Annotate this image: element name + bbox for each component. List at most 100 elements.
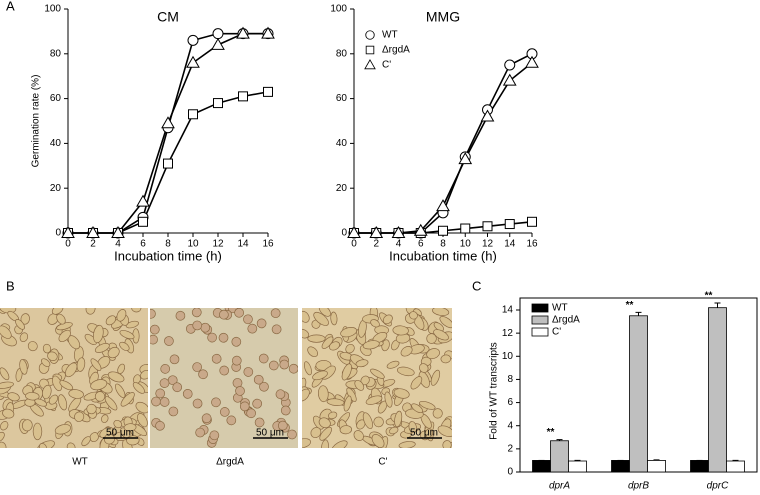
scale-bar-label: 50 μm: [256, 428, 284, 439]
cell: [310, 427, 322, 439]
cell: [101, 414, 109, 424]
cell: [58, 394, 68, 411]
cell: [318, 308, 331, 317]
cell: [268, 360, 279, 371]
cell: [330, 311, 338, 326]
y-tick-label: 60: [50, 93, 62, 104]
cell: [243, 367, 254, 377]
chart-title: CM: [157, 9, 179, 25]
y-tick-label: 40: [50, 138, 62, 149]
cell: [123, 423, 137, 432]
marker: [261, 26, 275, 39]
error-bar: [732, 459, 739, 462]
cell: [0, 441, 7, 448]
cell: [389, 426, 399, 435]
cell: [442, 440, 452, 448]
x-tick-label: dprB: [628, 481, 649, 492]
cell: [107, 346, 120, 359]
marker: [480, 109, 495, 122]
bar: [611, 460, 630, 473]
cell: [437, 425, 452, 437]
cell: [168, 406, 179, 417]
y-tick-label: 60: [336, 93, 348, 104]
marker: [436, 199, 450, 212]
marker: [391, 225, 406, 238]
cell: [319, 426, 332, 441]
cell: [246, 408, 256, 419]
cell: [150, 308, 156, 319]
cell: [150, 324, 160, 335]
cell: [113, 419, 123, 429]
y-tick-label: 20: [50, 183, 62, 194]
x-tick-label: 14: [237, 239, 249, 250]
cell: [433, 322, 445, 332]
cell: [116, 309, 127, 322]
y-axis-label: Fold of WT transcripts: [489, 342, 500, 440]
cell: [159, 397, 170, 407]
x-tick-label: 4: [115, 239, 121, 250]
cell: [0, 367, 10, 381]
cell: [239, 401, 250, 412]
cell: [219, 407, 230, 417]
x-tick-label: 16: [262, 239, 274, 250]
panel-label: A: [6, 0, 15, 13]
cell: [219, 309, 229, 320]
cells: [150, 308, 298, 448]
cell: [160, 364, 171, 374]
x-tick-label: 14: [504, 239, 516, 250]
cell: [226, 415, 237, 426]
y-tick-label: 100: [330, 4, 347, 15]
cell: [362, 412, 373, 430]
cell: [131, 308, 142, 313]
cell: [164, 336, 174, 346]
cell: [382, 314, 393, 325]
error-bar: [635, 311, 642, 316]
cell: [433, 329, 449, 341]
cell: [175, 310, 186, 321]
marker: [86, 225, 100, 238]
cell: [394, 410, 403, 428]
bar: [568, 460, 587, 473]
cell: [275, 389, 286, 400]
legend-swatch: [531, 315, 549, 325]
marker: [188, 109, 198, 120]
cell: [0, 325, 12, 339]
cell: [19, 332, 29, 343]
cell: [218, 332, 229, 343]
cell: [362, 340, 380, 350]
y-tick-label: 0: [507, 467, 513, 478]
cell: [74, 411, 85, 422]
cell: [32, 422, 43, 441]
legend-swatch: [531, 327, 549, 337]
y-tick-label: 0: [55, 228, 61, 239]
x-tick-label: 10: [460, 239, 472, 250]
cell: [253, 374, 264, 385]
legend-label: ΔrgdA: [552, 315, 580, 326]
cell: [47, 351, 58, 361]
cell: [68, 389, 84, 399]
cell: [313, 311, 329, 326]
cell: [137, 413, 148, 428]
cell: [209, 430, 220, 441]
cell: [25, 391, 40, 401]
x-tick-label: 8: [440, 239, 446, 250]
cell: [307, 346, 319, 358]
scale-bar-label: 50 μm: [106, 428, 134, 439]
marker: [369, 225, 384, 238]
x-tick-label: 8: [165, 239, 171, 250]
cell: [277, 420, 288, 431]
cell: [0, 308, 17, 314]
marker: [527, 216, 537, 227]
cell: [400, 346, 413, 357]
y-tick-label: 6: [507, 397, 513, 408]
bar: [708, 307, 727, 473]
marker: [504, 59, 516, 71]
cell: [254, 417, 265, 428]
y-axis-label: Germination rate (%): [31, 75, 42, 168]
cell: [211, 353, 222, 364]
y-tick-label: 2: [507, 443, 513, 454]
cell: [107, 371, 125, 383]
cell: [0, 381, 14, 389]
cell: [132, 382, 145, 394]
micrograph-caption: WT: [72, 457, 88, 468]
